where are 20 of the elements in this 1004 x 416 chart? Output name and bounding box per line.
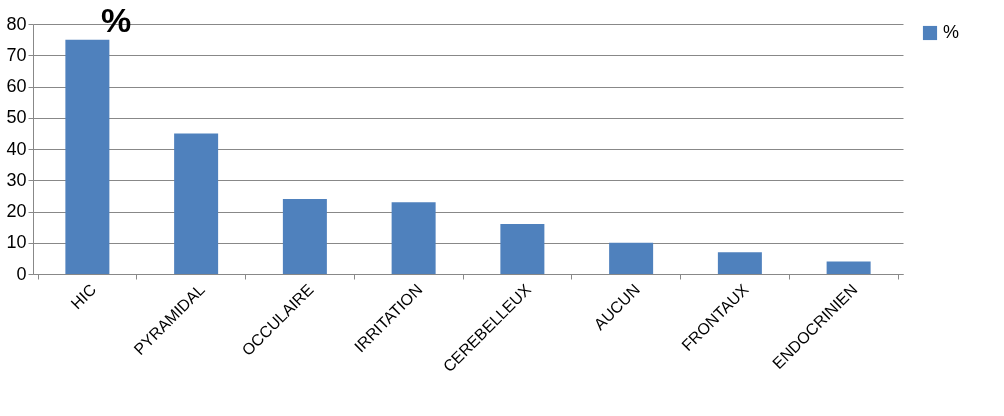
y-tick-label: 70 bbox=[6, 44, 27, 65]
bar bbox=[717, 252, 762, 274]
y-tick-label: 30 bbox=[6, 169, 27, 190]
x-tick-label: HIC bbox=[67, 280, 100, 313]
legend-label: % bbox=[943, 22, 960, 42]
y-tick-label: 80 bbox=[6, 13, 27, 34]
y-tick-label: 10 bbox=[6, 232, 27, 253]
y-tick-label: 20 bbox=[6, 201, 27, 221]
bar bbox=[609, 242, 654, 274]
bar bbox=[391, 202, 436, 274]
y-tick-label: 40 bbox=[6, 138, 27, 159]
bar bbox=[500, 224, 545, 274]
y-tick-label: 0 bbox=[16, 263, 27, 284]
bar bbox=[65, 39, 110, 274]
bar bbox=[826, 261, 871, 274]
chart-title: % bbox=[100, 1, 132, 39]
y-tick-label: 60 bbox=[6, 76, 27, 96]
bar bbox=[174, 133, 219, 274]
y-tick-label: 50 bbox=[6, 107, 27, 128]
bar bbox=[282, 199, 327, 274]
